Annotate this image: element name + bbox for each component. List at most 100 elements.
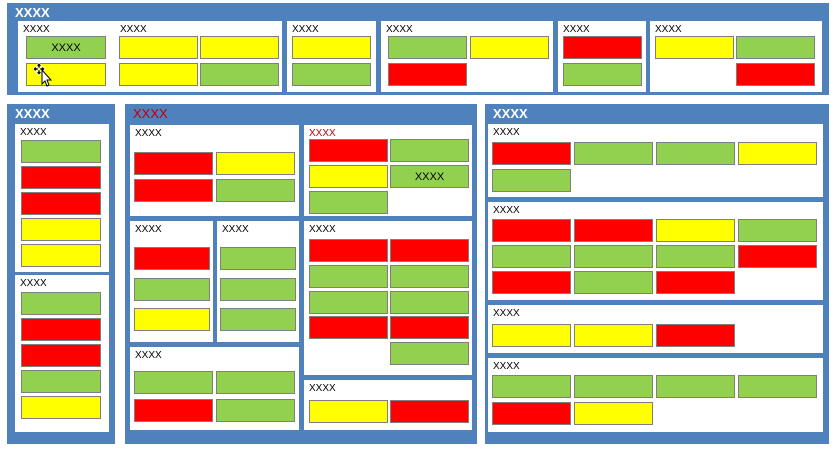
status-block-green[interactable] <box>574 375 653 398</box>
status-block-red[interactable] <box>21 166 101 189</box>
status-block-green[interactable] <box>736 36 815 59</box>
status-block-red[interactable] <box>134 179 213 202</box>
status-block-green[interactable] <box>216 179 295 202</box>
status-block-red[interactable] <box>492 402 571 425</box>
status-block-red[interactable] <box>492 219 571 242</box>
status-block-yellow[interactable] <box>216 152 295 175</box>
status-block-green[interactable] <box>492 169 571 192</box>
card-r3[interactable]: XXXX <box>488 305 823 353</box>
card-l2[interactable]: XXXX <box>15 275 109 432</box>
card-r2[interactable]: XXXX <box>488 202 823 300</box>
status-block-green[interactable] <box>390 342 469 365</box>
status-block-red[interactable] <box>390 239 469 262</box>
status-block-green[interactable] <box>309 291 388 314</box>
status-block-red[interactable] <box>492 142 571 165</box>
status-block-red[interactable] <box>309 139 388 162</box>
status-block-green[interactable]: XXXX <box>26 36 106 59</box>
status-block-yellow[interactable] <box>309 400 388 423</box>
status-block-green[interactable] <box>388 36 467 59</box>
status-block-red[interactable] <box>134 152 213 175</box>
status-block-green[interactable] <box>656 142 735 165</box>
card-m3[interactable]: XXXX <box>130 221 213 342</box>
status-block-red[interactable] <box>736 63 815 86</box>
status-block-green[interactable]: XXXX <box>390 165 469 188</box>
card-t5[interactable]: XXXX <box>558 21 646 92</box>
status-block-yellow[interactable] <box>574 402 653 425</box>
status-block-green[interactable] <box>216 371 295 394</box>
status-block-green[interactable] <box>574 245 653 268</box>
card-t6[interactable]: XXXX <box>650 21 822 92</box>
status-block-yellow[interactable] <box>309 165 388 188</box>
status-block-red[interactable] <box>309 316 388 339</box>
card-t1[interactable]: XXXX XXXX <box>18 21 115 92</box>
status-block-green[interactable] <box>292 63 371 86</box>
status-block-red[interactable] <box>21 192 101 215</box>
status-block-red[interactable] <box>656 324 735 347</box>
status-block-red[interactable] <box>738 245 817 268</box>
status-block-green[interactable] <box>738 219 817 242</box>
status-block-green[interactable] <box>134 371 213 394</box>
status-block-green[interactable] <box>656 245 735 268</box>
status-block-green[interactable] <box>309 265 388 288</box>
status-block-yellow[interactable] <box>738 142 817 165</box>
card-m7[interactable]: XXXX <box>304 380 472 430</box>
status-block-red[interactable] <box>656 271 735 294</box>
status-block-green[interactable] <box>563 63 642 86</box>
status-block-red[interactable] <box>563 36 642 59</box>
status-block-yellow[interactable] <box>292 36 371 59</box>
status-block-green[interactable] <box>21 140 101 163</box>
status-block-red[interactable] <box>309 239 388 262</box>
status-block-red[interactable] <box>134 247 210 270</box>
status-block-yellow[interactable] <box>119 63 198 86</box>
card-r4[interactable]: XXXX <box>488 358 823 432</box>
status-block-yellow[interactable] <box>656 219 735 242</box>
status-block-yellow[interactable] <box>492 324 571 347</box>
card-m5[interactable]: XXXX <box>304 221 472 375</box>
status-block-yellow[interactable] <box>21 244 101 267</box>
status-block-green[interactable] <box>134 278 210 301</box>
status-block-green[interactable] <box>574 142 653 165</box>
status-block-green[interactable] <box>390 291 469 314</box>
status-block-yellow[interactable] <box>134 308 210 331</box>
status-block-green[interactable] <box>738 375 817 398</box>
status-block-red[interactable] <box>21 344 101 367</box>
status-block-green[interactable] <box>220 247 296 270</box>
status-block-red[interactable] <box>492 271 571 294</box>
card-l1[interactable]: XXXX <box>15 124 109 272</box>
status-block-green[interactable] <box>656 375 735 398</box>
card-r1[interactable]: XXXX <box>488 124 823 197</box>
status-block-red[interactable] <box>388 63 467 86</box>
status-block-red[interactable] <box>390 316 469 339</box>
status-block-green[interactable] <box>220 278 296 301</box>
card-m4[interactable]: XXXX <box>217 221 299 342</box>
status-block-red[interactable] <box>574 219 653 242</box>
card-t2[interactable]: XXXX <box>115 21 282 92</box>
status-block-red[interactable] <box>134 399 213 422</box>
card-m6[interactable]: XXXX <box>130 347 299 430</box>
status-block-green[interactable] <box>200 63 279 86</box>
status-block-yellow[interactable] <box>21 218 101 241</box>
status-block-green[interactable] <box>390 139 469 162</box>
card-m1[interactable]: XXXX <box>130 125 299 216</box>
status-block-yellow[interactable] <box>200 36 279 59</box>
status-block-green[interactable] <box>309 191 388 214</box>
status-block-green[interactable] <box>21 370 101 393</box>
status-block-red[interactable] <box>390 400 469 423</box>
status-block-green[interactable] <box>390 265 469 288</box>
status-block-yellow[interactable] <box>119 36 198 59</box>
card-t3[interactable]: XXXX <box>287 21 376 92</box>
status-block-yellow[interactable] <box>470 36 549 59</box>
status-block-yellow[interactable] <box>574 324 653 347</box>
status-block-green[interactable] <box>492 375 571 398</box>
status-block-green[interactable] <box>216 399 295 422</box>
status-block-green[interactable] <box>574 271 653 294</box>
status-block-red[interactable] <box>21 318 101 341</box>
right-panel-title: XXXX <box>493 106 528 121</box>
status-block-yellow[interactable] <box>655 36 734 59</box>
card-t4[interactable]: XXXX <box>381 21 553 92</box>
status-block-yellow[interactable] <box>21 396 101 419</box>
status-block-green[interactable] <box>21 292 101 315</box>
status-block-green[interactable] <box>220 308 296 331</box>
status-block-green[interactable] <box>492 245 571 268</box>
card-m2[interactable]: XXXX XXXX <box>304 125 472 216</box>
